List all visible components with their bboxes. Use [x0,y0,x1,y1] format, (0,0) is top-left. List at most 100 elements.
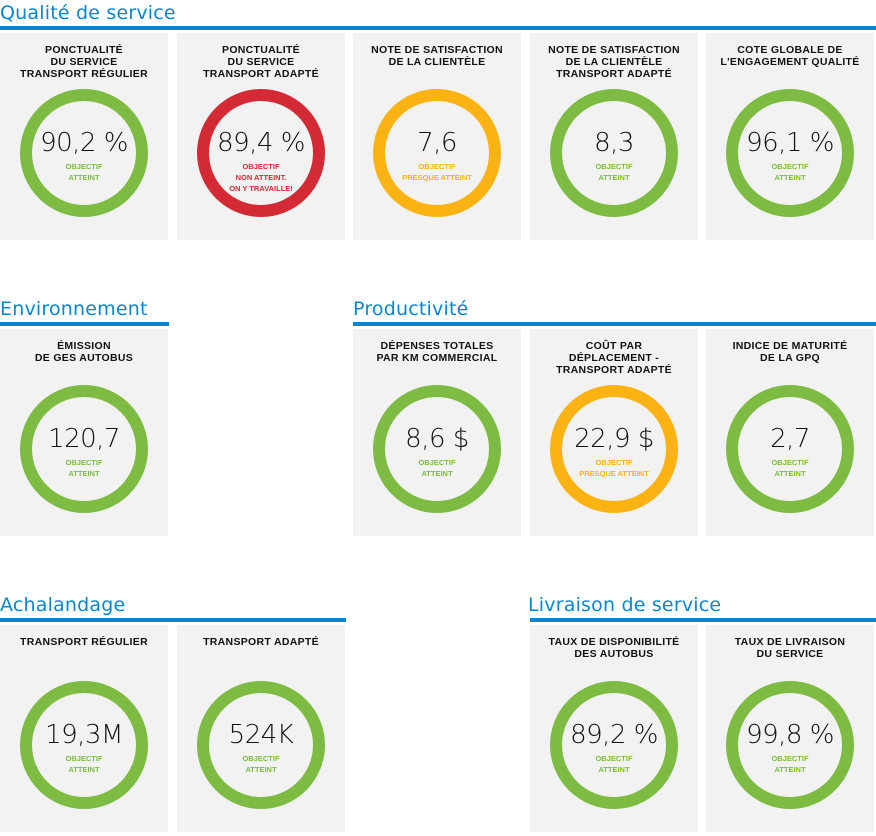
kpi-status-line: ATTEINT [421,469,453,478]
kpi-title-line: COÛT PAR [585,340,643,352]
kpi-title-line: DÉPLACEMENT - [568,352,660,364]
kpi-title-line: NOTE DE SATISFACTION [548,44,680,56]
kpi-title-line: DE LA CLIENTÈLE [388,56,486,68]
kpi-title: COTE GLOBALE DE L'ENGAGEMENT QUALITÉ [708,44,872,68]
kpi-title-line: PONCTUALITÉ [45,44,123,56]
kpi-title-line: TRANSPORT ADAPTÉ [203,68,319,80]
kpi-title: TAUX DE DISPONIBILITÉ DES AUTOBUS [532,636,696,660]
kpi-card: TAUX DE DISPONIBILITÉ DES AUTOBUS 89,2 % OB… [530,625,698,832]
section-divider [353,322,876,326]
kpi-status: OBJECTIF ATTEINT [562,161,666,183]
kpi-status-line: OBJECTIF [595,754,633,763]
section-divider [0,618,346,622]
kpi-title-line: DE LA GPQ [759,352,821,364]
kpi-title: NOTE DE SATISFACTION DE LA CLIENTÈLE TRANS… [532,44,696,80]
kpi-card: INDICE DE MATURITÉ DE LA GPQ 2,7 OBJECTIF AT… [706,329,874,536]
kpi-value: 89,4 % [217,128,305,158]
kpi-card: NOTE DE SATISFACTION DE LA CLIENTÈLE TRANS… [530,33,698,240]
kpi-value: 8,6 $ [405,424,469,454]
kpi-gauge-ring: 19,3M OBJECTIF ATTEINT [20,681,148,809]
kpi-title-line: DE LA CLIENTÈLE [565,56,663,68]
kpi-status-line: ATTEINT [598,173,630,182]
kpi-status-line: NON ATTEINT. [235,173,287,182]
kpi-value: 19,3M [45,720,123,750]
kpi-title-line: INDICE DE MATURITÉ [732,340,848,352]
kpi-status-line: PRESQUE ATTEINT [579,469,649,478]
kpi-status-line: OBJECTIF [418,458,456,467]
kpi-title-line: TAUX DE DISPONIBILITÉ [548,636,680,648]
kpi-status-line: PRESQUE ATTEINT [402,173,472,182]
kpi-card: TAUX DE LIVRAISON DU SERVICE 99,8 % OBJECTI… [706,625,874,832]
kpi-gauge-ring: 2,7 OBJECTIF ATTEINT [726,385,854,513]
kpi-gauge-ring: 89,4 % OBJECTIF NON ATTEINT. ON Y TRAVAILLE… [197,89,325,217]
kpi-status-line: ATTEINT [68,765,100,774]
kpi-title-line: DES AUTOBUS [574,648,654,660]
kpi-gauge-ring: 524K OBJECTIF ATTEINT [197,681,325,809]
kpi-title: ÉMISSION DE GES AUTOBUS [2,340,166,364]
kpi-status-line: ATTEINT [598,765,630,774]
kpi-status: OBJECTIF ATTEINT [738,753,842,775]
kpi-value: 2,7 [770,424,810,454]
kpi-gauge-ring: 90,2 % OBJECTIF ATTEINT [20,89,148,217]
kpi-card: TRANSPORT RÉGULIER 19,3M OBJECTIF ATTEINT [0,625,168,832]
section-title: Qualité de service [0,2,176,24]
kpi-title-line: DU SERVICE [227,56,295,68]
kpi-card: PONCTUALITÉ DU SERVICE TRANSPORT RÉGULIER 9… [0,33,168,240]
kpi-value: 22,9 $ [574,424,654,454]
kpi-card: TRANSPORT ADAPTÉ 524K OBJECTIF ATTEINT [177,625,345,832]
kpi-status-line: OBJECTIF [418,162,456,171]
kpi-card: ÉMISSION DE GES AUTOBUS 120,7 OBJECTIF ATTEI… [0,329,168,536]
kpi-status-line: ATTEINT [774,765,806,774]
kpi-card: DÉPENSES TOTALES PAR KM COMMERCIAL 8,6 $ OB… [353,329,521,536]
kpi-status: OBJECTIF ATTEINT [32,457,136,479]
kpi-value: 524K [228,720,294,750]
kpi-title-line: TRANSPORT ADAPTÉ [203,636,319,648]
kpi-status-line: OBJECTIF [242,754,280,763]
kpi-title: TRANSPORT ADAPTÉ [179,636,343,648]
kpi-status: OBJECTIF ATTEINT [562,753,666,775]
kpi-value: 8,3 [594,128,634,158]
kpi-title-line: PONCTUALITÉ [222,44,300,56]
kpi-title-line: TRANSPORT RÉGULIER [20,68,148,80]
kpi-status-line: ATTEINT [774,173,806,182]
kpi-status-line: OBJECTIF [771,458,809,467]
kpi-status-line: ON Y TRAVAILLE! [229,184,293,193]
kpi-title: DÉPENSES TOTALES PAR KM COMMERCIAL [355,340,519,364]
kpi-card: NOTE DE SATISFACTION DE LA CLIENTÈLE 7,6 OB… [353,33,521,240]
kpi-title-line: DU SERVICE [756,648,824,660]
kpi-status: OBJECTIF NON ATTEINT. ON Y TRAVAILLE! [209,161,313,194]
kpi-status: OBJECTIF ATTEINT [385,457,489,479]
section-title: Livraison de service [528,594,722,616]
kpi-title: NOTE DE SATISFACTION DE LA CLIENTÈLE [355,44,519,68]
kpi-card: PONCTUALITÉ DU SERVICE TRANSPORT ADAPTÉ 89,… [177,33,345,240]
kpi-gauge-ring: 8,6 $ OBJECTIF ATTEINT [373,385,501,513]
kpi-gauge-ring: 96,1 % OBJECTIF ATTEINT [726,89,854,217]
kpi-title-line: TRANSPORT ADAPTÉ [556,364,672,376]
kpi-value: 7,6 [417,128,457,158]
section-divider [530,618,876,622]
kpi-title: INDICE DE MATURITÉ DE LA GPQ [708,340,872,364]
kpi-title-line: ÉMISSION [57,340,111,352]
kpi-gauge-ring: 8,3 OBJECTIF ATTEINT [550,89,678,217]
kpi-value: 96,1 % [746,128,834,158]
kpi-gauge-ring: 99,8 % OBJECTIF ATTEINT [726,681,854,809]
kpi-status-line: OBJECTIF [771,162,809,171]
kpi-status-line: OBJECTIF [771,754,809,763]
kpi-status-line: ATTEINT [774,469,806,478]
section-title: Productivité [353,298,469,320]
kpi-status: OBJECTIF ATTEINT [738,161,842,183]
kpi-title-line: TAUX DE LIVRAISON [734,636,846,648]
kpi-title-line: L'ENGAGEMENT QUALITÉ [720,56,860,68]
kpi-title-line: DE GES AUTOBUS [34,352,134,364]
section-divider [0,26,876,30]
kpi-gauge-ring: 120,7 OBJECTIF ATTEINT [20,385,148,513]
kpi-title-line: NOTE DE SATISFACTION [371,44,503,56]
kpi-status-line: OBJECTIF [595,162,633,171]
kpi-title-line: TRANSPORT RÉGULIER [20,636,148,648]
kpi-status: OBJECTIF ATTEINT [32,161,136,183]
kpi-status-line: ATTEINT [68,469,100,478]
kpi-title: PONCTUALITÉ DU SERVICE TRANSPORT RÉGULIER [2,44,166,80]
kpi-status-line: OBJECTIF [65,458,103,467]
kpi-title-line: DU SERVICE [50,56,118,68]
kpi-status-line: ATTEINT [245,765,277,774]
